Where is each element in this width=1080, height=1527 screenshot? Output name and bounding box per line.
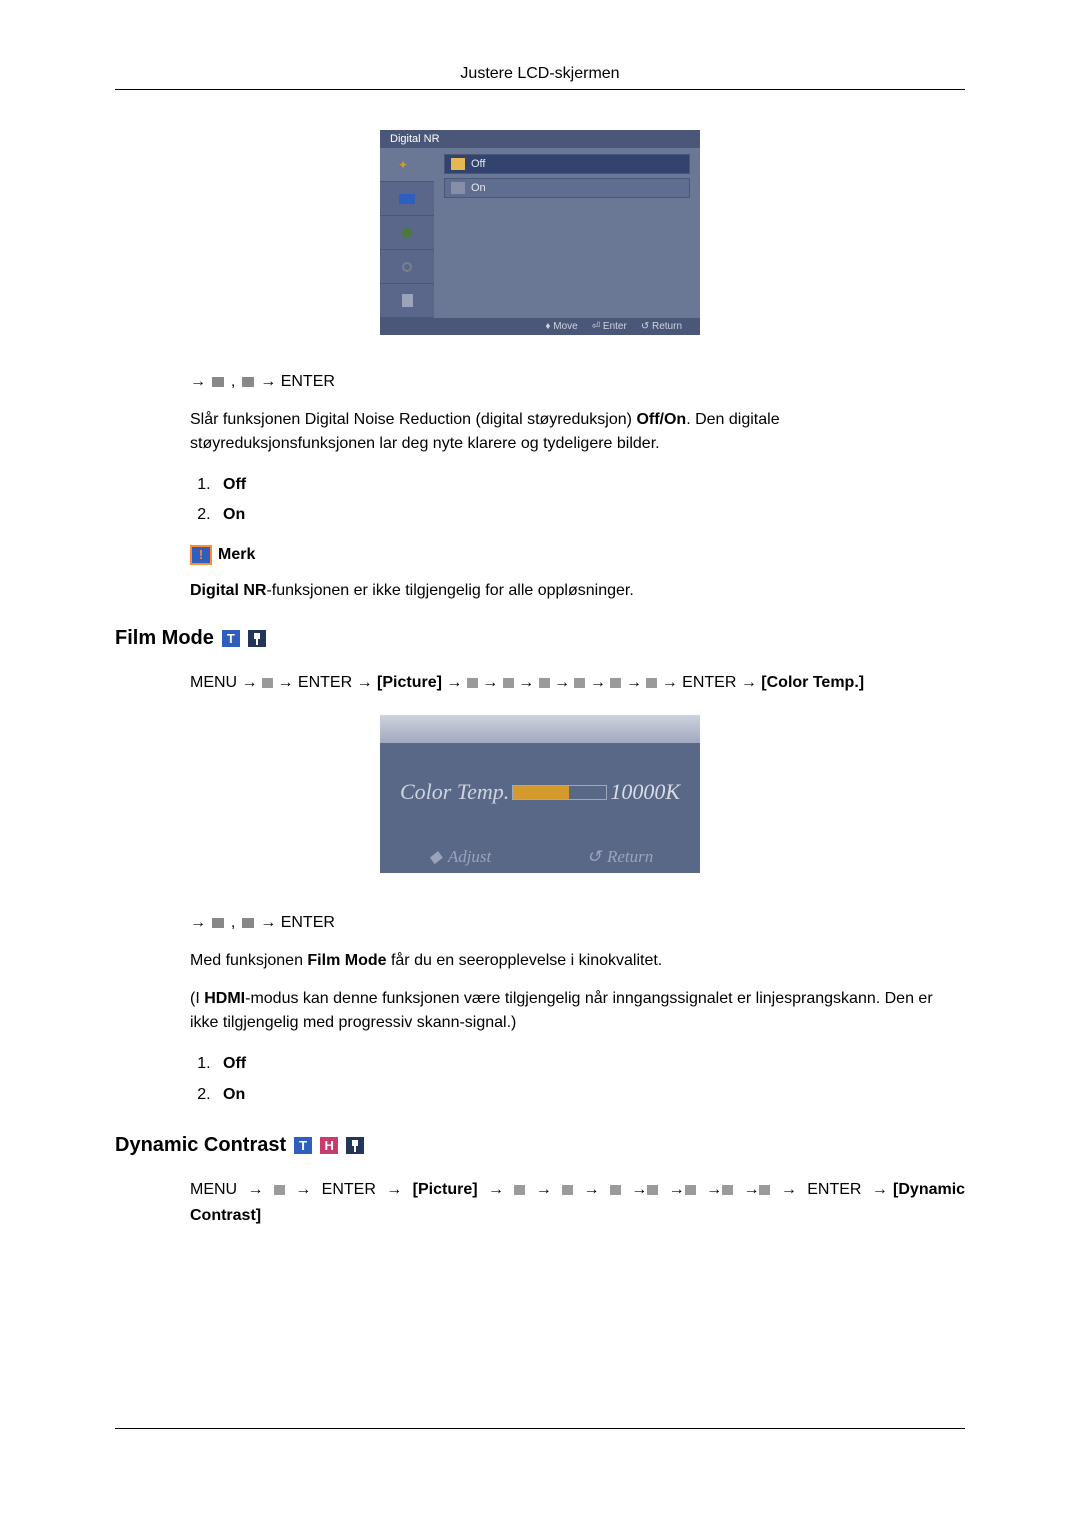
badge-antenna-icon [346,1137,364,1154]
badge-t-icon: T [294,1137,312,1154]
osd-footer-move: ♦ Move [545,321,577,332]
option-off: Off [215,1049,965,1079]
ct-return: ↺Return [540,841,700,873]
digital-nr-options: Off On [115,470,965,531]
osd-tab-5[interactable] [380,284,434,318]
film-mode-desc: Med funksjonen Film Mode får du en seero… [115,949,965,973]
osd-tab-2[interactable] [380,182,434,216]
nav-icon [262,678,273,688]
osd-sidebar: ✦ [380,148,434,318]
ct-value: 10000K [610,779,680,805]
ct-slider[interactable] [512,785,607,800]
option-on: On [215,500,965,530]
color-temp-panel: Color Temp. 10000K ◆Adjust ↺Return [380,715,700,873]
nav-icon [242,918,254,928]
nav-icon [274,1185,285,1195]
osd-tab-3[interactable] [380,216,434,250]
osd-row-on[interactable]: On [444,178,690,198]
circle-icon [402,228,412,238]
film-mode-menu-path: MENU → → ENTER → [Picture] → → → → → → →… [115,670,965,716]
osd-row-on-label: On [471,182,486,194]
osd-tab-picture[interactable]: ✦ [380,148,434,182]
osd-tab-4[interactable] [380,250,434,284]
note-label: Merk [218,546,255,564]
ct-slider-fill [513,786,569,799]
osd-body: ✦ Off On [380,148,700,318]
option-on: On [215,1080,965,1110]
digital-nr-nav-tail: → , → ENTER [115,370,965,394]
star-icon: ✦ [398,158,416,172]
rect-icon [399,194,415,204]
digital-nr-description: Slår funksjonen Digital Noise Reduction … [115,408,965,456]
doc-icon [402,294,413,307]
digital-nr-note-text: Digital NR-funksjonen er ikke tilgjengel… [115,579,965,603]
nav-icon [212,918,224,928]
osd-digital-nr-panel: Digital NR ✦ Off On ♦ Move [380,130,700,335]
dynamic-contrast-heading: Dynamic Contrast T H [115,1134,965,1157]
osd-footer-return: ↺ Return [641,321,682,332]
osd-content: Off On [434,148,700,318]
ct-topbar [380,715,700,743]
note-icon: ! [190,545,212,565]
nav-icon [212,377,224,387]
film-mode-nav-tail: → , → ENTER [115,911,965,935]
footer-rule [115,1428,965,1429]
ct-adjust: ◆Adjust [380,841,540,873]
osd-row-off-label: Off [471,158,485,170]
ct-bottom: ◆Adjust ↺Return [380,841,700,873]
ring-icon [402,262,412,272]
osd-footer: ♦ Move ⏎ Enter ↺ Return [380,318,700,335]
film-mode-heading: Film Mode T [115,627,965,650]
page-header-title: Justere LCD-skjermen [115,65,965,83]
osd-footer-enter: ⏎ Enter [592,321,627,332]
badge-antenna-icon [248,630,266,647]
badge-h-icon: H [320,1137,338,1154]
header-rule [115,89,965,90]
dynamic-contrast-menu-path: MENU → → ENTER → [Picture] → → → → → → →… [115,1177,965,1248]
nav-icon [242,377,254,387]
film-mode-options: Off On [115,1049,965,1110]
film-mode-hdmi-note: (I HDMI-modus kan denne funksjonen være … [115,987,965,1035]
option-off: Off [215,470,965,500]
ct-label: Color Temp. [400,779,509,805]
badge-t-icon: T [222,630,240,647]
osd-title: Digital NR [380,130,700,148]
ct-main: Color Temp. 10000K [380,743,700,841]
note-row: ! Merk [115,545,965,565]
osd-row-off[interactable]: Off [444,154,690,174]
checkbox-icon [451,182,465,194]
page-root: Justere LCD-skjermen Digital NR ✦ Off On [0,0,1080,1484]
checkbox-icon [451,158,465,170]
